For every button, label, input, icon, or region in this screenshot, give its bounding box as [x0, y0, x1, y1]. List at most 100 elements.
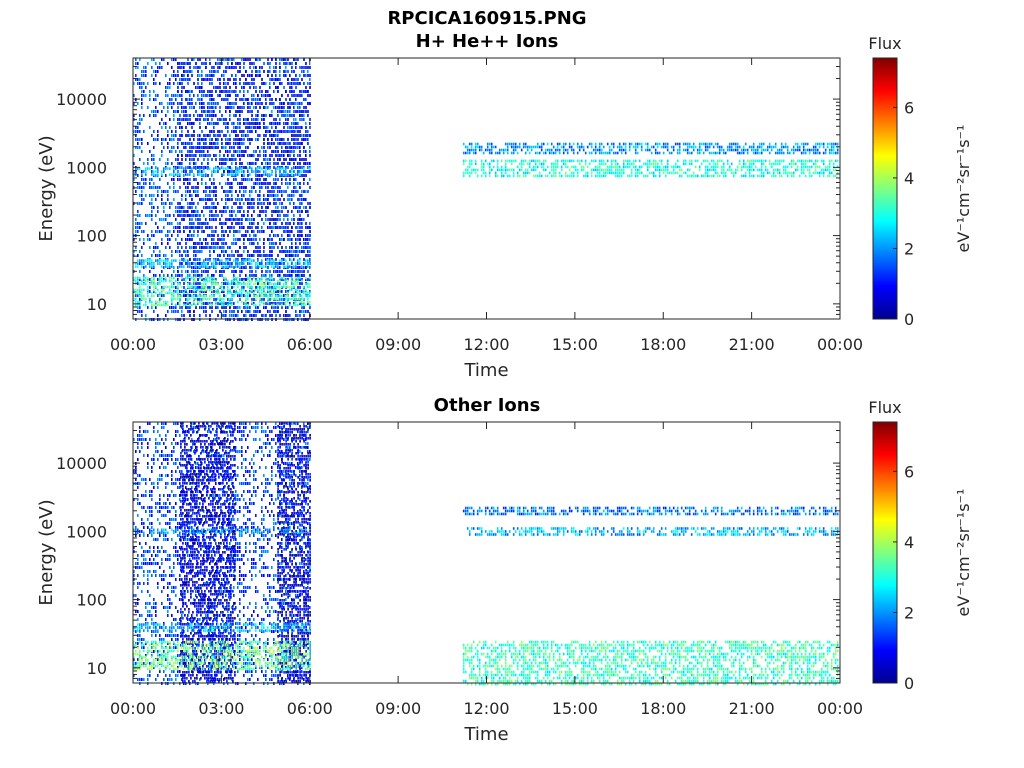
heatmap-cell-5 [706, 171, 709, 175]
heatmap-cell-3 [299, 262, 301, 265]
heatmap-cell-0 [257, 118, 259, 121]
heatmap-cell-1 [217, 214, 219, 217]
heatmap-cell-2 [271, 282, 273, 286]
heatmap-cell-2 [133, 297, 135, 301]
heatmap-cell-5 [604, 171, 607, 175]
heatmap-cell-1 [291, 94, 293, 97]
heatmap-cell-1 [263, 146, 265, 149]
heatmap-cell-5 [532, 159, 535, 163]
heatmap-cell-5 [650, 171, 653, 175]
heatmap-cell-1 [227, 58, 229, 61]
heatmap-cell-0 [301, 222, 303, 225]
heatmap-cell-4 [175, 167, 177, 170]
heatmap-cell-3 [169, 265, 171, 268]
heatmap-cell-0 [173, 270, 175, 273]
heatmap-cell-0 [253, 222, 255, 225]
heatmap-cell-1 [291, 90, 293, 93]
heatmap-cell-0 [245, 306, 247, 309]
heatmap-cell-0 [225, 126, 227, 129]
heatmap-cell-1 [219, 106, 221, 109]
heatmap-cell-5 [688, 174, 691, 178]
heatmap-cell-0 [139, 114, 141, 117]
heatmap-cell-5 [544, 168, 547, 172]
heatmap-cell-1 [299, 158, 301, 161]
heatmap-cell-2 [189, 303, 191, 307]
heatmap-cell-4 [303, 170, 305, 173]
heatmap-cell-0 [251, 186, 253, 189]
heatmap-cell-1 [191, 146, 193, 149]
heatmap-cell-2 [169, 285, 171, 289]
heatmap-cell-1 [297, 78, 299, 81]
heatmap-cell-5 [566, 174, 569, 178]
heatmap-cell-1 [285, 254, 287, 257]
heatmap-cell-1 [225, 250, 227, 253]
heatmap-cell-0 [167, 242, 169, 245]
heatmap-cell-4 [293, 170, 295, 173]
heatmap-cell-0 [307, 182, 309, 185]
heatmap-cell-2 [143, 303, 145, 307]
heatmap-cell-5 [682, 162, 685, 166]
heatmap-cell-4 [145, 173, 147, 176]
heatmap-cell-1 [185, 242, 187, 245]
heatmap-cell-0 [227, 154, 229, 157]
heatmap-cell-2 [171, 282, 173, 286]
heatmap-cell-0 [161, 150, 163, 153]
heatmap-cell-0 [207, 222, 209, 225]
heatmap-cell-1 [181, 62, 183, 65]
heatmap-cell-0 [231, 106, 233, 109]
heatmap-cell-0 [303, 266, 305, 269]
heatmap-cell-1 [251, 230, 253, 233]
heatmap-cell-1 [241, 182, 243, 185]
heatmap-cell-0 [275, 178, 277, 181]
heatmap-cell-1 [231, 58, 233, 61]
heatmap-cell-0 [171, 310, 173, 313]
heatmap-cell-0 [143, 170, 145, 173]
heatmap-cell-1 [229, 290, 231, 293]
heatmap-cell-4 [301, 170, 303, 173]
heatmap-cell-5 [480, 159, 483, 163]
heatmap-cell-1 [285, 90, 287, 93]
heatmap-cell-0 [207, 242, 209, 245]
heatmap-cell-0 [167, 214, 169, 217]
heatmap-cell-0 [229, 254, 231, 257]
heatmap-cell-1 [275, 310, 277, 313]
heatmap-cell-1 [183, 250, 185, 253]
heatmap-cell-0 [233, 106, 235, 109]
heatmap-cell-1 [179, 162, 181, 165]
heatmap-cell-5 [732, 171, 735, 175]
heatmap-cell-1 [217, 314, 219, 317]
heatmap-cell-1 [265, 302, 267, 305]
heatmap-cell-1 [223, 170, 225, 173]
heatmap-cell-5 [620, 168, 623, 172]
heatmap-cell-0 [141, 254, 143, 257]
heatmap-cell-2 [143, 288, 145, 292]
heatmap-cell-2 [215, 288, 217, 292]
heatmap-cell-1 [201, 102, 203, 105]
heatmap-cell-0 [239, 222, 241, 225]
heatmap-cell-0 [273, 150, 275, 153]
heatmap-cell-2 [153, 288, 155, 292]
heatmap-cell-0 [215, 302, 217, 305]
heatmap-cell-1 [221, 162, 223, 165]
heatmap-cell-2 [177, 288, 179, 292]
heatmap-cell-0 [157, 314, 159, 317]
heatmap-cell-3 [243, 262, 245, 265]
heatmap-cell-1 [307, 278, 309, 281]
heatmap-cell-0 [285, 110, 287, 113]
heatmap-cell-0 [291, 146, 293, 149]
heatmap-cell-1 [199, 238, 201, 241]
heatmap-cell-2 [199, 300, 201, 304]
heatmap-cell-4 [137, 167, 139, 170]
heatmap-cell-4 [259, 170, 261, 173]
heatmap-cell-4 [233, 173, 235, 176]
heatmap-cell-0 [211, 70, 213, 73]
heatmap-cell-5 [708, 174, 711, 178]
heatmap-cell-0 [195, 254, 197, 257]
heatmap-cell-1 [293, 94, 295, 97]
heatmap-cell-1 [189, 102, 191, 105]
heatmap-cell-2 [229, 291, 231, 295]
heatmap-cell-1 [293, 158, 295, 161]
heatmap-cell-1 [259, 202, 261, 205]
heatmap-cell-1 [279, 82, 281, 85]
heatmap-cell-2 [265, 285, 267, 289]
